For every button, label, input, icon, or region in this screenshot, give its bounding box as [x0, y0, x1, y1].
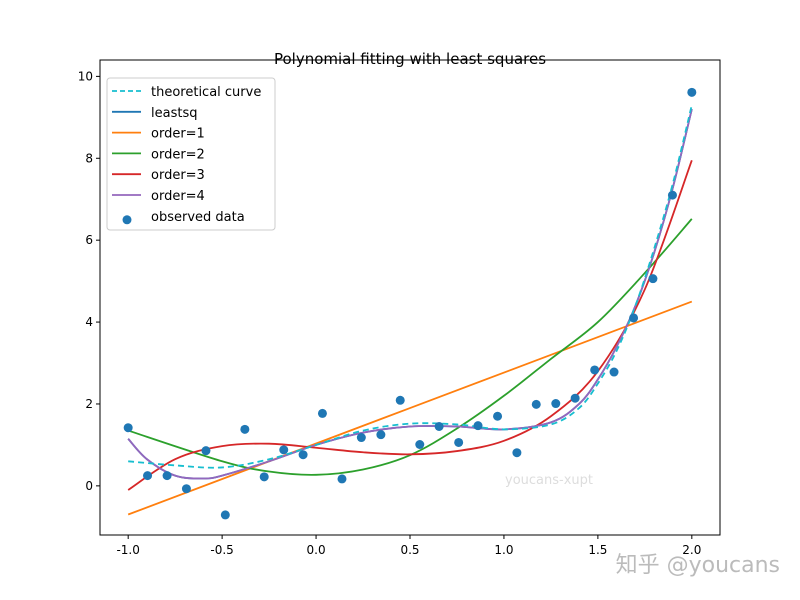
y-tick-label: 8 [85, 151, 93, 165]
data-point [667, 190, 677, 200]
series-line-order-3 [127, 160, 693, 491]
y-tick-label: 10 [78, 69, 93, 83]
data-point [356, 433, 366, 443]
legend-label-observed-data: observed data [151, 210, 245, 225]
data-point [395, 395, 405, 405]
x-tick-label: 0.5 [400, 543, 419, 557]
legend: theoretical curve leastsq order=1 order=2 or… [106, 77, 276, 231]
data-point [259, 472, 269, 482]
x-tick-label: 1.0 [494, 543, 513, 557]
data-point [415, 440, 425, 450]
ticks: -1.0 -0.5 0.0 0.5 1.0 1.5 2.0 0 2 4 6 8 10 [78, 69, 702, 557]
watermark-inner: youcans-xupt [505, 473, 593, 488]
x-tick-label: -1.0 [116, 543, 139, 557]
series-line-order-2 [127, 218, 693, 476]
legend-box [106, 77, 276, 231]
data-point [317, 408, 327, 418]
legend-label-order-3: order=3 [151, 168, 205, 183]
x-tick-label: 1.5 [588, 543, 607, 557]
watermark-corner: 知乎 @youcans [616, 553, 780, 578]
data-point [123, 423, 133, 433]
data-point [162, 471, 172, 481]
legend-swatch-observed-data [122, 215, 132, 225]
data-point [493, 411, 503, 421]
plot-area [123, 87, 697, 520]
data-point [609, 367, 619, 377]
x-tick-label: -0.5 [210, 543, 233, 557]
data-point [337, 474, 347, 484]
legend-label-order-4: order=4 [151, 189, 205, 204]
legend-label-theoretical-curve: theoretical curve [151, 85, 261, 100]
data-point [181, 484, 191, 494]
data-point [687, 87, 697, 97]
data-point [629, 313, 639, 323]
data-point [376, 430, 386, 440]
data-point [143, 471, 153, 481]
data-point [531, 399, 541, 409]
data-point [590, 365, 600, 375]
data-point [551, 399, 561, 409]
series-line-theoretical-curve [128, 104, 693, 469]
data-point [220, 510, 230, 520]
legend-label-order-2: order=2 [151, 147, 205, 162]
data-point [648, 274, 658, 284]
data-point [512, 448, 522, 458]
data-point [473, 421, 483, 431]
data-point [454, 437, 464, 447]
y-tick-label: 0 [85, 479, 93, 493]
chart-title: Polynomial fitting with least squares [274, 50, 546, 68]
y-tick-label: 2 [85, 397, 93, 411]
data-point [298, 450, 308, 460]
data-point [434, 421, 444, 431]
legend-label-leastsq: leastsq [151, 106, 197, 121]
data-point [570, 393, 580, 403]
series-line-order-1 [127, 300, 693, 516]
y-tick-label: 4 [85, 315, 93, 329]
y-tick-label: 6 [85, 233, 93, 247]
data-point [201, 446, 211, 456]
data-point [279, 445, 289, 455]
x-tick-label: 2.0 [682, 543, 701, 557]
data-point [240, 424, 250, 434]
x-tick-label: 0.0 [307, 543, 326, 557]
legend-label-order-1: order=1 [151, 127, 205, 142]
